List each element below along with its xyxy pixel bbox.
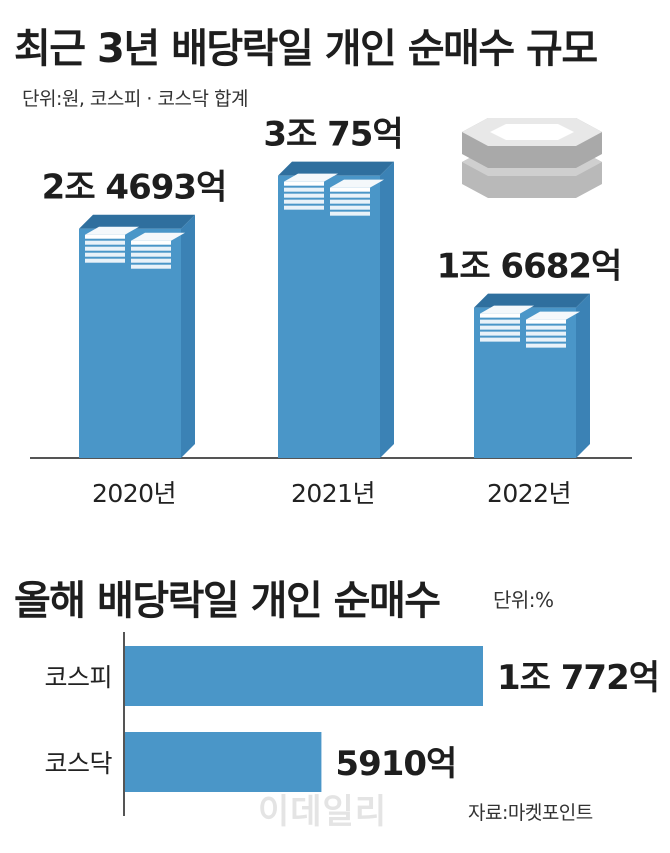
bill-sheet [480, 325, 520, 330]
bill-stack-top [85, 226, 139, 235]
chart2-bar [125, 732, 322, 792]
watermark: 이데일리 [258, 792, 388, 832]
bill-sheet [284, 199, 324, 204]
bill-sheet [526, 343, 566, 348]
bill-sheet [131, 246, 171, 251]
chart1-title: 최근 3년 배당락일 개인 순매수 규모 [14, 26, 598, 72]
bill-sheet [330, 187, 370, 192]
coin-stack-icon [452, 96, 612, 206]
bill-sheet [85, 234, 125, 239]
bill-sheet [526, 325, 566, 330]
bill-stack-top [526, 311, 580, 320]
bill-sheet [284, 205, 324, 210]
bill-sheet [85, 240, 125, 245]
chart1-bar-group [474, 293, 590, 458]
bill-sheet [480, 337, 520, 342]
bill-sheet [526, 331, 566, 336]
bill-stack-top [480, 305, 534, 314]
bill-sheet [131, 240, 171, 245]
bill-sheet [480, 331, 520, 336]
chart2-value-label: 1조 772억 [497, 658, 659, 698]
chart2-bar [125, 646, 483, 706]
chart1-bar-top [79, 214, 195, 229]
chart1-plot: 2조 4693억 2020년 3조 75억 2021년 1조 6682억 2022년 [30, 115, 632, 508]
chart1-tick-label: 2021년 [291, 479, 375, 508]
source-note: 자료:마켓포인트 [468, 802, 593, 824]
bill-sheet [131, 252, 171, 257]
bill-stack-top [330, 179, 384, 188]
chart1-bar-group [79, 214, 195, 458]
chart2-unit-note: 단위:% [493, 588, 554, 612]
chart1-tick-label: 2022년 [487, 479, 571, 508]
bill-sheet [85, 252, 125, 257]
bill-sheet [330, 193, 370, 198]
chart1-bar-side [181, 214, 195, 458]
chart2-category-label: 코스닥 [44, 749, 112, 778]
bill-sheet [330, 205, 370, 210]
bill-sheet [330, 211, 370, 216]
bill-stack-top [284, 173, 338, 182]
bill-sheet [526, 337, 566, 342]
chart1-value-label: 3조 75억 [263, 115, 402, 155]
bill-stack-top [131, 232, 185, 241]
chart1-bar-side [576, 293, 590, 458]
chart2-category-label: 코스피 [44, 663, 112, 692]
bill-sheet [284, 187, 324, 192]
bill-sheet [85, 258, 125, 263]
bill-sheet [480, 313, 520, 318]
chart1-bar-top [474, 293, 590, 308]
bill-sheet [131, 264, 171, 269]
chart1-tick-label: 2020년 [92, 479, 176, 508]
chart1-bar-top [278, 161, 394, 176]
bill-sheet [131, 258, 171, 263]
chart1-bar-side [380, 161, 394, 458]
bill-sheet [284, 181, 324, 186]
chart2-value-label: 5910억 [335, 744, 456, 784]
chart1-bar-group [278, 161, 394, 458]
chart1-unit-note: 단위:원, 코스피 · 코스닥 합계 [22, 88, 248, 110]
chart1-bar [278, 175, 380, 458]
chart1-value-label: 1조 6682억 [437, 247, 622, 287]
bill-sheet [85, 246, 125, 251]
bill-sheet [330, 199, 370, 204]
chart1-value-label: 2조 4693억 [42, 168, 227, 208]
bill-sheet [480, 319, 520, 324]
chart2-title: 올해 배당락일 개인 순매수 [14, 578, 441, 624]
bill-sheet [526, 319, 566, 324]
bill-sheet [284, 193, 324, 198]
